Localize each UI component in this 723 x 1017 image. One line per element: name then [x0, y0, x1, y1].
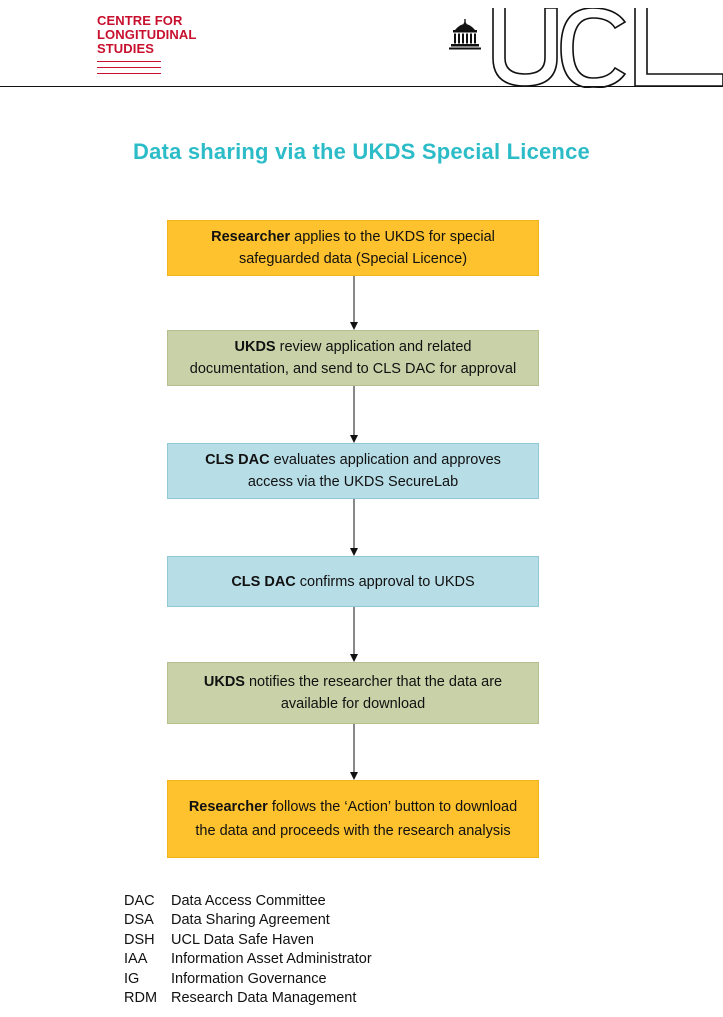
arrow-icon [350, 386, 358, 443]
list-item: DSA Data Sharing Agreement [124, 911, 372, 930]
list-item: DSH UCL Data Safe Haven [124, 931, 372, 950]
ucl-logo: UCL [445, 8, 723, 88]
list-item: IAA Information Asset Administrator [124, 950, 372, 969]
abbreviation-meaning: Information Asset Administrator [171, 951, 372, 968]
abbreviation-meaning: Information Governance [171, 970, 327, 987]
header-divider [0, 86, 723, 87]
abbreviation: IG [124, 970, 140, 987]
abbreviation: RDM [124, 990, 158, 1007]
arrow-icon [350, 724, 358, 780]
step-3-text-1: evaluates application and approves [269, 452, 501, 468]
cls-logo-line-3: STUDIES [97, 41, 155, 56]
flow-step-5: UKDS notifies the researcher that the da… [167, 662, 539, 724]
ucl-logo-text: UCL [445, 8, 447, 9]
step-3-text-2: access via the UKDS SecureLab [247, 474, 459, 490]
step-4-text-1: confirms approval to UKDS [295, 573, 475, 590]
cls-logo-line-1: CENTRE FOR [97, 13, 183, 28]
cls-logo-line-2: LONGITUDINAL [97, 27, 197, 42]
abbreviation: DAC [124, 893, 155, 909]
step-2-text-1: review application and related [275, 339, 472, 355]
flow-step-6: Researcher follows the ‘Action’ button t… [167, 780, 539, 858]
abbreviations-list: DAC Data Access Committee DSA Data Shari… [124, 892, 372, 1008]
abbreviation: IAA [124, 951, 148, 968]
step-2-actor: UKDS [234, 339, 276, 355]
flow-step-2: UKDS review application and related docu… [167, 330, 539, 386]
list-item: DAC Data Access Committee [124, 892, 372, 911]
flow-step-3: CLS DAC evaluates application and approv… [167, 443, 539, 499]
abbreviation: DSA [124, 912, 154, 929]
step-6-actor: Researcher [188, 799, 268, 815]
list-item: RDM Research Data Management [124, 989, 372, 1008]
step-3-actor: CLS DAC [205, 452, 270, 468]
step-5-actor: UKDS [203, 674, 245, 690]
arrow-icon [350, 276, 358, 330]
step-2-text-2: documentation, and send to CLS DAC for a… [189, 361, 517, 377]
step-5-text-1: notifies the researcher that the data ar… [244, 674, 503, 690]
abbreviation: DSH [124, 931, 155, 948]
abbreviation-meaning: Data Access Committee [171, 893, 326, 909]
cls-logo-rule [97, 61, 161, 62]
abbreviation-meaning: Data Sharing Agreement [171, 912, 330, 929]
abbreviation-meaning: UCL Data Safe Haven [171, 931, 314, 948]
cls-logo-rule [97, 73, 161, 74]
page-title: Data sharing via the UKDS Special Licenc… [133, 139, 590, 164]
portico-icon [449, 19, 481, 50]
step-6-text-2: the data and proceeds with the research … [195, 823, 511, 839]
ucl-letters [492, 8, 723, 88]
abbreviation-meaning: Research Data Management [171, 990, 357, 1007]
cls-logo-rule [97, 67, 161, 68]
step-5-text-2: available for download [280, 696, 426, 712]
step-1-text-1: applies to the UKDS for special [290, 229, 495, 245]
flow-step-1: Researcher applies to the UKDS for speci… [167, 220, 539, 276]
cls-logo: CENTRE FOR LONGITUDINAL STUDIES [97, 13, 227, 74]
step-1-actor: Researcher [211, 229, 291, 245]
arrow-icon [350, 607, 358, 662]
list-item: IG Information Governance [124, 970, 372, 989]
arrow-icon [350, 499, 358, 556]
step-1-text-2: safeguarded data (Special Licence) [238, 251, 468, 267]
step-4-actor: CLS DAC [231, 573, 296, 590]
step-6-text-1: follows the ‘Action’ button to download [267, 799, 518, 815]
flow-step-4: CLS DAC confirms approval to UKDS [167, 556, 539, 607]
